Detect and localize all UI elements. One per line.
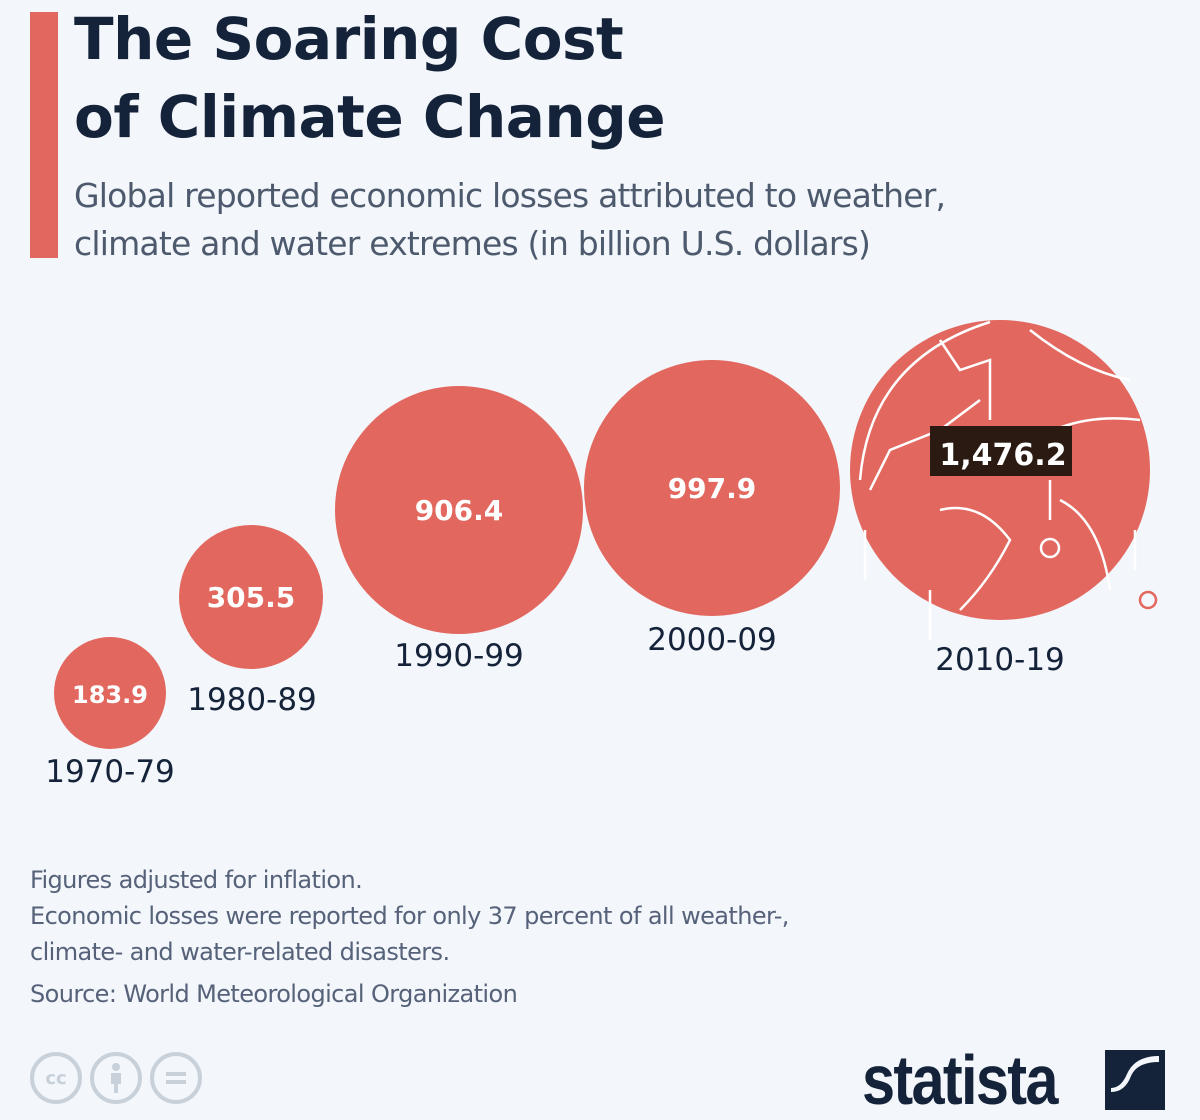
bubble	[54, 637, 166, 749]
logo-text: statista	[862, 1041, 1058, 1119]
note-inflation: Figures adjusted for inflation.	[30, 866, 363, 894]
value-label: 183.9	[72, 681, 148, 709]
license-icons: cc	[30, 1052, 202, 1104]
bubble-group-2000-09: 997.9 2000-09	[584, 360, 840, 658]
value-label: 997.9	[668, 472, 757, 505]
title-line-2: of Climate Change	[74, 83, 666, 151]
note-reporting-line-1: Economic losses were reported for only 3…	[30, 902, 789, 930]
value-label-box	[930, 426, 1072, 476]
bubble-group-1980-89: 305.5 1980-89	[179, 525, 323, 718]
globe-outline	[938, 339, 992, 420]
footnotes: Figures adjusted for inflation. Economic…	[30, 862, 1030, 1012]
category-label: 1990-99	[394, 638, 524, 674]
category-label: 1970-79	[45, 754, 175, 790]
value-label: 1,476.2	[939, 438, 1066, 473]
bubble-chart: 183.9 1970-79 305.5 1980-89 906.4 1990-99 997.…	[45, 320, 1158, 790]
globe-outline	[939, 506, 1012, 611]
cc-label: cc	[45, 1067, 67, 1089]
bubble	[584, 360, 840, 616]
bubble	[179, 525, 323, 669]
bubble-group-2010-19: 1,476.2 2010-19	[850, 320, 1158, 678]
bubble-group-1990-99: 906.4 1990-99	[335, 386, 583, 674]
globe-outline	[858, 320, 991, 481]
globe-outline	[1059, 498, 1112, 591]
cc-icon[interactable]: cc	[30, 1052, 82, 1104]
bubble-group-1970-79: 183.9 1970-79	[45, 637, 175, 790]
statista-mark-icon	[1105, 1050, 1166, 1110]
subtitle-line-2: climate and water extremes (in billion U…	[74, 224, 871, 263]
globe-outline	[1029, 329, 1131, 382]
value-label: 305.5	[207, 581, 296, 614]
title-line-1: The Soaring Cost	[74, 5, 624, 73]
statista-logo[interactable]: statista	[862, 1040, 1166, 1120]
category-label: 2010-19	[935, 642, 1065, 678]
category-label: 1980-89	[187, 682, 317, 718]
globe-outline	[863, 530, 932, 640]
value-label: 906.4	[415, 494, 504, 527]
accent-bar	[30, 12, 58, 258]
falling-drop	[1138, 590, 1158, 610]
subtitle: Global reported economic losses attribut…	[74, 172, 1184, 268]
subtitle-line-1: Global reported economic losses attribut…	[74, 176, 946, 215]
page-title: The Soaring Cost of Climate Change	[74, 0, 666, 156]
globe-outline	[868, 399, 981, 491]
attribution-icon[interactable]	[90, 1052, 142, 1104]
source-note: Source: World Meteorological Organizatio…	[30, 980, 518, 1008]
no-derivatives-icon[interactable]	[150, 1052, 202, 1104]
bubble	[335, 386, 583, 634]
globe-drop	[1039, 537, 1061, 559]
category-label: 2000-09	[647, 622, 777, 658]
note-reporting-line-2: climate- and water-related disasters.	[30, 938, 450, 966]
